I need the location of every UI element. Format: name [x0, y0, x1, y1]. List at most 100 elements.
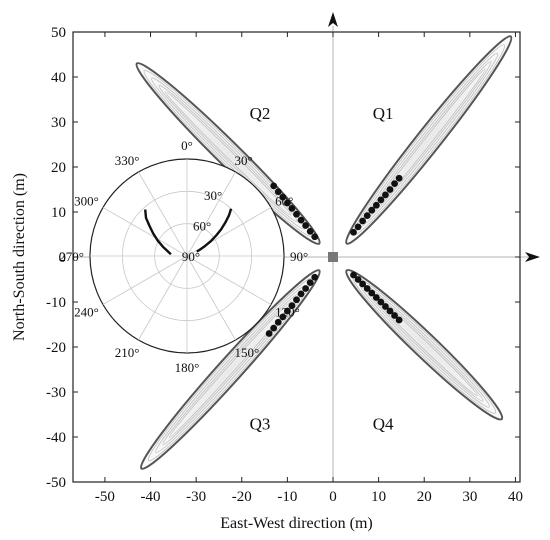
data-point	[391, 180, 398, 188]
data-point	[382, 303, 389, 310]
x-tick-label: 30	[462, 489, 477, 505]
polar-angle-label: 240°	[74, 305, 99, 320]
x-tick-label: -40	[141, 489, 161, 505]
x-axis-label: East-West direction (m)	[220, 515, 372, 532]
polar-spoke	[186, 255, 272, 305]
data-point	[354, 223, 362, 231]
polar-angle-label: 270°	[59, 249, 84, 264]
labels-layer: -50 -40 -30 -20 -10 0 10 20 30 40-50-40-30-20-100…	[11, 25, 523, 532]
y-tick-label: 10	[51, 205, 66, 221]
polar-angle-label: 330°	[115, 153, 140, 168]
y-tick-label: -10	[46, 295, 66, 311]
y-tick-label: -30	[46, 385, 66, 401]
y-axis-label: North-South direction (m)	[11, 173, 28, 341]
data-point	[302, 285, 310, 292]
data-point	[359, 217, 367, 225]
points-layer	[265, 174, 403, 337]
data-point	[270, 182, 278, 190]
data-point	[297, 290, 305, 298]
data-point	[354, 276, 362, 283]
data-point	[265, 330, 273, 337]
y-tick-label: 20	[51, 160, 66, 176]
polar-angle-label: 0°	[181, 138, 193, 153]
data-point	[283, 199, 291, 207]
lobe-contour	[158, 84, 298, 223]
polar-angle-label: 120°	[275, 305, 300, 320]
y-tick-label: 40	[51, 70, 66, 86]
polar-spoke	[138, 171, 188, 257]
polar-spoke	[138, 255, 188, 341]
lobe-outline	[345, 35, 513, 245]
data-point	[395, 316, 403, 324]
data-point	[279, 313, 287, 321]
data-point	[382, 191, 389, 199]
polar-angle-label: 60°	[275, 194, 293, 209]
polar-spoke	[186, 255, 236, 341]
polar-radial-label: 30°	[204, 188, 222, 203]
polar-angle-label: 30°	[235, 153, 253, 168]
quadrant-label-q1: Q1	[373, 104, 394, 123]
quadrant-label-q2: Q2	[250, 104, 271, 123]
data-point	[350, 228, 357, 236]
x-tick-label: 0	[329, 489, 337, 505]
data-point	[270, 324, 278, 332]
data-point	[368, 206, 376, 214]
polar-angle-label: 300°	[74, 194, 99, 209]
y-tick-label: -40	[46, 430, 66, 446]
data-point	[283, 307, 291, 315]
data-point	[368, 289, 376, 297]
polar-angle-label: 210°	[115, 345, 140, 360]
x-tick-label: 40	[508, 489, 523, 505]
data-point	[297, 216, 305, 224]
x-tick-label: -20	[232, 489, 252, 505]
polar-spoke	[102, 255, 188, 305]
data-point	[274, 318, 282, 326]
x-tick-label: -30	[186, 489, 206, 505]
polar-inset: 0° 30° 60° 90° 120° 150° 180° 210° 240° 270° 300° 3…	[59, 138, 308, 375]
data-point	[293, 210, 300, 218]
polar-angle-label: 150°	[235, 345, 260, 360]
data-point	[386, 186, 394, 193]
lobe-contour	[162, 294, 299, 445]
polar-radial-label: 90°	[182, 249, 200, 264]
polar-angle-label: 180°	[175, 360, 200, 375]
polar-trace	[196, 208, 233, 253]
data-point	[377, 298, 385, 306]
y-tick-label: -50	[46, 475, 66, 491]
data-point	[311, 233, 319, 241]
data-point	[288, 205, 296, 212]
data-point	[350, 271, 357, 279]
data-point	[391, 312, 398, 319]
data-point	[306, 227, 314, 235]
data-point	[363, 285, 371, 292]
y-tick-label: 0	[59, 250, 67, 266]
lobe-contour	[165, 91, 292, 216]
data-point	[288, 302, 296, 309]
x-tick-label: 10	[371, 489, 386, 505]
y-tick-label: 50	[51, 25, 66, 41]
data-point	[306, 279, 314, 287]
x-tick-label: 20	[417, 489, 432, 505]
lobe-contour	[168, 301, 292, 438]
polar-angle-label: 90°	[290, 249, 308, 264]
polar-spoke	[186, 171, 236, 257]
data-point	[279, 193, 287, 201]
data-point	[274, 188, 282, 196]
lobe-contour	[151, 77, 306, 230]
data-point	[302, 222, 310, 229]
y-tick-label: 30	[51, 115, 66, 131]
polar-trace	[144, 209, 172, 256]
data-point	[359, 280, 367, 288]
data-point	[372, 294, 380, 301]
data-point	[377, 196, 385, 204]
center-marker	[327, 252, 338, 262]
data-point	[372, 201, 380, 209]
quadrant-label-q3: Q3	[250, 415, 271, 434]
north-arrow-icon	[327, 12, 338, 27]
data-point	[311, 273, 319, 281]
frame-layer	[72, 31, 521, 483]
x-tick-label: -50	[95, 489, 115, 505]
data-point	[386, 307, 394, 315]
polar-radial-label: 60°	[193, 219, 211, 234]
